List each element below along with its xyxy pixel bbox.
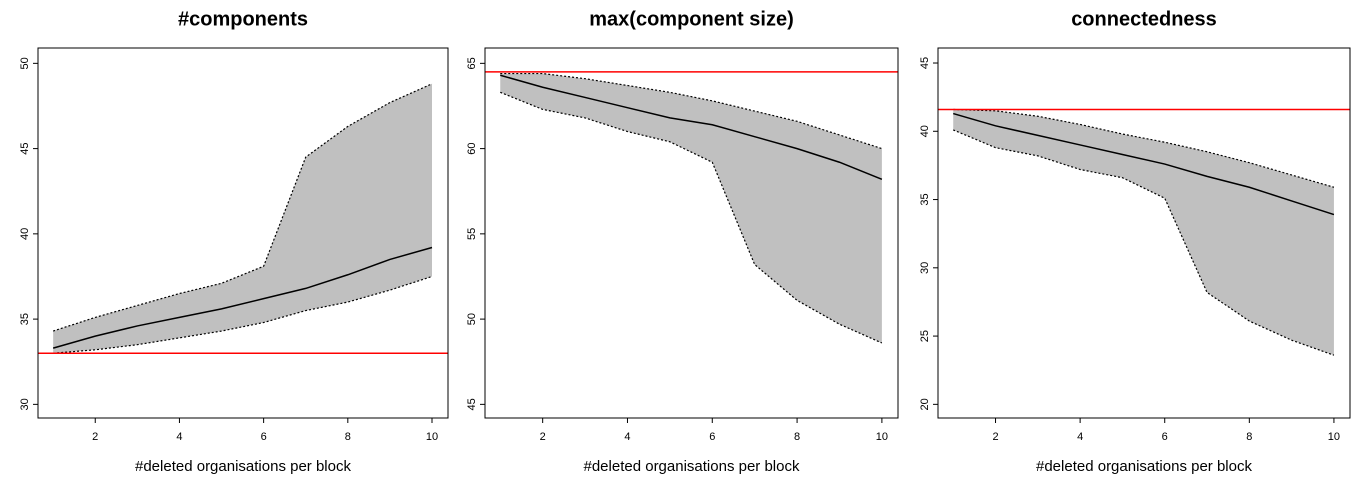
x-tick-label: 8	[1246, 431, 1252, 443]
y-tick-label: 60	[466, 142, 478, 154]
x-tick-label: 4	[624, 431, 630, 443]
x-tick-label: 2	[540, 431, 546, 443]
band-area	[500, 73, 882, 343]
plot-frame	[484, 47, 899, 419]
band-upper-line	[52, 83, 433, 332]
x-axis-label: #deleted organisations per block	[135, 458, 351, 475]
mean-line	[500, 74, 883, 180]
x-tick-label: 6	[1162, 431, 1168, 443]
mean-line	[52, 246, 433, 349]
y-tick-label: 50	[19, 57, 31, 69]
x-axis-label: #deleted organisations per block	[584, 458, 800, 475]
y-tick-label: 30	[919, 262, 931, 274]
x-tick-label: 2	[992, 431, 998, 443]
x-tick-label: 8	[345, 431, 351, 443]
chart-title: max(component size)	[589, 8, 793, 30]
y-tick-label: 20	[919, 398, 931, 410]
y-tick-label: 40	[19, 228, 31, 240]
x-tick-label: 6	[709, 431, 715, 443]
x-tick-label: 2	[92, 431, 98, 443]
band-upper-line	[500, 72, 883, 150]
y-tick-label: 45	[19, 142, 31, 154]
y-tick-label: 45	[466, 398, 478, 410]
band-lower-line	[952, 129, 1335, 356]
band-lower-line	[500, 91, 883, 344]
chart-title: #components	[178, 8, 308, 30]
y-tick-label: 65	[466, 57, 478, 69]
x-tick-label: 6	[261, 431, 267, 443]
band-area	[53, 83, 433, 354]
chart-title: connectedness	[1071, 8, 1217, 30]
plot-frame	[937, 47, 1351, 419]
band-area	[953, 109, 1334, 356]
x-tick-label: 8	[794, 431, 800, 443]
mean-line	[953, 112, 1335, 216]
x-axis-label: #deleted organisations per block	[1036, 458, 1252, 475]
y-tick-label: 25	[919, 330, 931, 342]
x-tick-label: 10	[1328, 431, 1340, 443]
y-tick-label: 35	[919, 193, 931, 205]
band-lower-line	[53, 275, 433, 354]
y-tick-label: 30	[19, 398, 31, 410]
y-tick-label: 45	[919, 57, 931, 69]
y-tick-label: 35	[19, 313, 31, 325]
band-upper-line	[953, 108, 1335, 188]
y-tick-label: 40	[919, 125, 931, 137]
y-tick-label: 50	[466, 313, 478, 325]
plot-frame	[37, 47, 449, 419]
x-tick-label: 10	[426, 431, 438, 443]
y-tick-label: 55	[466, 228, 478, 240]
x-tick-label: 10	[876, 431, 888, 443]
x-tick-label: 4	[176, 431, 182, 443]
x-tick-label: 4	[1077, 431, 1083, 443]
